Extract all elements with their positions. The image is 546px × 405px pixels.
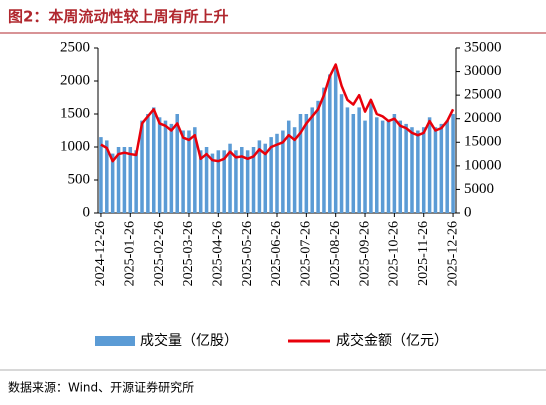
- y-tick-label: 1000: [60, 138, 90, 154]
- y-tick-label: 2500: [60, 39, 90, 55]
- x-tick-label: 2025-12-26: [445, 221, 460, 286]
- bar: [251, 147, 256, 213]
- y2-tick-label: 15000: [464, 134, 502, 150]
- source: 数据来源：Wind、开源证券研究所: [8, 380, 194, 395]
- bar: [140, 120, 144, 213]
- bar: [351, 114, 356, 213]
- chart-title: 图2：本周流动性较上周有所上升: [8, 8, 228, 26]
- x-tick-label: 2025-10-26: [387, 221, 402, 286]
- bar: [286, 120, 291, 213]
- y-tick-label: 2000: [60, 72, 90, 88]
- bar: [369, 100, 373, 213]
- bar: [339, 94, 344, 213]
- y-tick-label: 0: [83, 204, 91, 220]
- bar: [333, 67, 338, 213]
- x-tick-label: 2025-04-26: [211, 221, 226, 286]
- bar: [363, 120, 367, 213]
- x-tick-label: 2025-02-26: [152, 221, 167, 286]
- legend-swatch: [95, 336, 135, 346]
- bar: [151, 107, 156, 213]
- bar: [181, 130, 185, 213]
- bar: [99, 137, 103, 213]
- bar: [375, 117, 379, 213]
- bar: [216, 150, 221, 213]
- x-tick-label: 2025-07-26: [299, 221, 314, 286]
- bar: [234, 150, 238, 213]
- bar: [439, 123, 444, 213]
- bar: [187, 130, 191, 213]
- x-tick-label: 2025-11-26: [416, 221, 431, 286]
- bar: [345, 107, 350, 213]
- legend-label: 成交量（亿股）: [140, 332, 238, 349]
- bar: [316, 100, 320, 213]
- bar: [445, 120, 449, 213]
- bar: [245, 150, 250, 213]
- y2-tick-label: 35000: [464, 39, 502, 55]
- bar: [404, 123, 408, 213]
- bar: [110, 153, 115, 213]
- x-tick-label: 2025-06-26: [269, 221, 284, 286]
- bar: [304, 114, 309, 213]
- bar: [240, 147, 244, 213]
- bar: [193, 127, 197, 213]
- bar: [169, 123, 174, 213]
- y-tick-label: 500: [68, 171, 91, 187]
- bar: [322, 87, 326, 213]
- y2-tick-label: 10000: [464, 157, 502, 173]
- bar: [204, 147, 209, 213]
- bar: [427, 117, 432, 213]
- bar: [175, 114, 179, 213]
- y2-tick-label: 25000: [464, 87, 502, 103]
- bar: [281, 130, 285, 213]
- y2-tick-label: 30000: [464, 63, 502, 79]
- bar: [410, 127, 414, 213]
- y2-tick-label: 20000: [464, 110, 502, 126]
- line: [100, 63, 455, 163]
- bar: [451, 114, 455, 213]
- bar: [398, 120, 403, 213]
- bar: [380, 120, 385, 213]
- bar: [263, 143, 268, 213]
- x-tick-label: 2025-09-26: [357, 221, 372, 286]
- bar: [298, 114, 303, 213]
- bar: [275, 133, 279, 213]
- y2-tick-label: 5000: [464, 181, 494, 197]
- x-tick-label: 2024-12-26: [93, 221, 108, 286]
- bar: [222, 150, 226, 213]
- x-tick-label: 2025-08-26: [328, 221, 343, 286]
- bar: [310, 107, 314, 213]
- bar: [433, 127, 438, 213]
- bar: [228, 143, 232, 213]
- bar: [128, 147, 133, 213]
- legend-label: 成交金额（亿元）: [336, 332, 448, 349]
- bar: [210, 153, 215, 213]
- bar: [328, 74, 332, 214]
- x-tick-label: 2025-01-26: [122, 221, 137, 286]
- bar: [292, 127, 297, 213]
- y-tick-label: 1500: [60, 105, 90, 121]
- bar: [198, 150, 203, 213]
- x-tick-label: 2025-03-26: [181, 221, 196, 286]
- bar: [257, 140, 262, 213]
- y2-tick-label: 0: [464, 204, 472, 220]
- x-tick-label: 2025-05-26: [240, 221, 255, 286]
- bar: [416, 130, 420, 213]
- bar: [157, 117, 162, 213]
- bar: [116, 147, 121, 213]
- bar: [146, 114, 150, 213]
- bar: [392, 114, 397, 213]
- bar: [269, 137, 273, 213]
- bar: [134, 150, 138, 213]
- bar: [163, 120, 168, 213]
- bar: [421, 127, 426, 213]
- bar: [122, 147, 127, 213]
- bar: [105, 140, 109, 213]
- bar: [357, 107, 361, 213]
- bar: [386, 120, 391, 213]
